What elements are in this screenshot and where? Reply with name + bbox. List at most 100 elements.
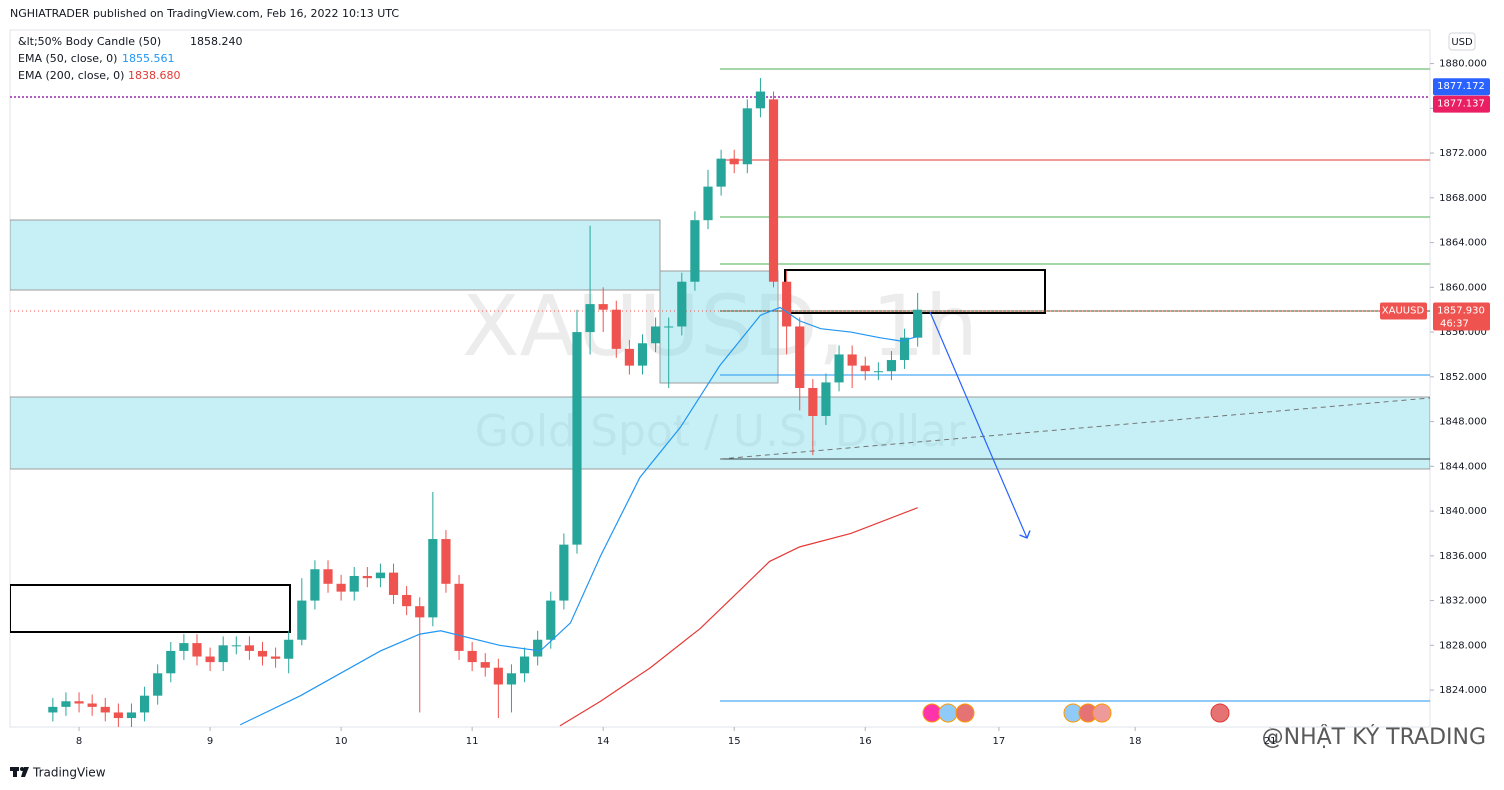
- candle-body: [61, 701, 71, 707]
- legend-entry: EMA (200, close, 0): [18, 69, 124, 82]
- candle-body: [74, 701, 84, 704]
- indicator-value: 1858.240: [190, 35, 243, 48]
- indicator-name: &lt;50% Body Candle (50): [18, 35, 161, 48]
- candle-body: [559, 544, 569, 601]
- y-tick-label: 1844.000: [1439, 461, 1487, 472]
- candle-body: [533, 639, 543, 657]
- candle-body: [637, 343, 648, 366]
- candle-body: [297, 600, 307, 640]
- candle-body: [611, 309, 621, 349]
- currency-box[interactable]: [1448, 32, 1476, 51]
- candle-body: [834, 354, 844, 383]
- candle-body: [87, 703, 97, 707]
- price-label: 1857.930: [1437, 305, 1485, 316]
- candle-body: [860, 365, 870, 372]
- candle-body: [166, 650, 176, 674]
- y-tick-label: 1860.000: [1439, 282, 1487, 293]
- candle-body: [899, 337, 910, 361]
- plot-area: [9, 29, 1431, 728]
- y-tick-label: 1880.000: [1439, 59, 1487, 70]
- price-label-box: [1433, 302, 1490, 331]
- candle-body: [913, 309, 923, 338]
- candle-body: [782, 281, 792, 327]
- y-tick-label: 1832.000: [1439, 596, 1487, 607]
- candle-body: [703, 186, 713, 221]
- symbol: XAUUSD: [1382, 305, 1425, 316]
- y-tick-label: 1828.000: [1439, 640, 1487, 651]
- candle-body: [546, 600, 556, 640]
- candle-body: [388, 572, 399, 595]
- y-tick-label: 1852.000: [1439, 372, 1487, 383]
- candle-body: [271, 656, 281, 659]
- x-tick-label: 11: [466, 736, 479, 747]
- candle-body: [100, 706, 110, 713]
- x-tick-label: 21: [1264, 736, 1277, 747]
- candle-body: [624, 348, 634, 366]
- x-tick-label: 15: [728, 736, 741, 747]
- candle-body: [808, 388, 818, 416]
- candle-body: [362, 575, 372, 579]
- candle-body: [402, 594, 412, 607]
- price-label: 1877.137: [1437, 99, 1485, 110]
- credit: @NHẬT KÝ TRADING: [1262, 724, 1486, 750]
- currency: USD: [1451, 37, 1473, 48]
- zone: [10, 219, 661, 291]
- y-tick-label: 1848.000: [1439, 417, 1487, 428]
- candle-body: [48, 706, 58, 713]
- candle-body: [375, 572, 386, 579]
- candle-body: [585, 304, 595, 333]
- x-tick-label: 16: [859, 736, 872, 747]
- zone: [10, 396, 1430, 470]
- publisher: NGHIATRADER published on TradingView.com…: [10, 7, 399, 20]
- candle-body: [218, 645, 228, 663]
- event-icons: [922, 703, 1230, 723]
- x-tick-label: 18: [1129, 736, 1142, 747]
- candle-body: [690, 220, 700, 282]
- x-tick-label: 10: [335, 736, 348, 747]
- candle-body: [664, 326, 674, 328]
- candle-body: [467, 650, 477, 663]
- candle-body: [454, 583, 464, 651]
- candle-body: [349, 575, 359, 592]
- candle-body: [126, 712, 137, 719]
- candle-body: [572, 332, 582, 545]
- y-tick-label: 1856.000: [1439, 327, 1487, 338]
- candle-body: [729, 158, 739, 165]
- candle-body: [139, 695, 150, 713]
- drawings: [10, 68, 1430, 727]
- legend-entry: EMA (50, close, 0): [18, 52, 117, 65]
- candle-body: [821, 382, 831, 416]
- legend-value: 1838.680: [128, 69, 181, 82]
- symbol-box: [1380, 302, 1427, 320]
- candle-body: [336, 583, 346, 592]
- candle-body: [651, 326, 661, 344]
- logo: [10, 767, 29, 777]
- candle-body: [205, 656, 215, 663]
- price-label-box: [1433, 78, 1490, 96]
- candle-body: [113, 712, 123, 719]
- x-tick-label: 14: [597, 736, 610, 747]
- watermark-subtitle: Gold Spot / U.S. Dollar: [475, 406, 966, 457]
- candle-body: [192, 643, 202, 657]
- candle-body: [795, 326, 805, 389]
- candle-body: [847, 354, 857, 366]
- price-axis: [1431, 30, 1504, 727]
- candle-body: [598, 304, 608, 310]
- candle-body: [716, 158, 726, 187]
- candle-body: [493, 667, 503, 685]
- price-label: 1877.172: [1437, 81, 1485, 92]
- candle-body: [755, 91, 766, 109]
- x-tick-label: 9: [207, 736, 213, 747]
- box: [10, 584, 291, 633]
- x-tick-label: 17: [993, 736, 1006, 747]
- candle-body: [873, 371, 883, 373]
- y-tick-label: 1824.000: [1439, 685, 1487, 696]
- candle-body: [886, 360, 897, 372]
- candle-body: [428, 539, 438, 618]
- candle-body: [310, 569, 320, 601]
- candle-body: [768, 99, 779, 282]
- ema-line: [559, 507, 918, 727]
- y-tick-label: 1864.000: [1439, 238, 1487, 249]
